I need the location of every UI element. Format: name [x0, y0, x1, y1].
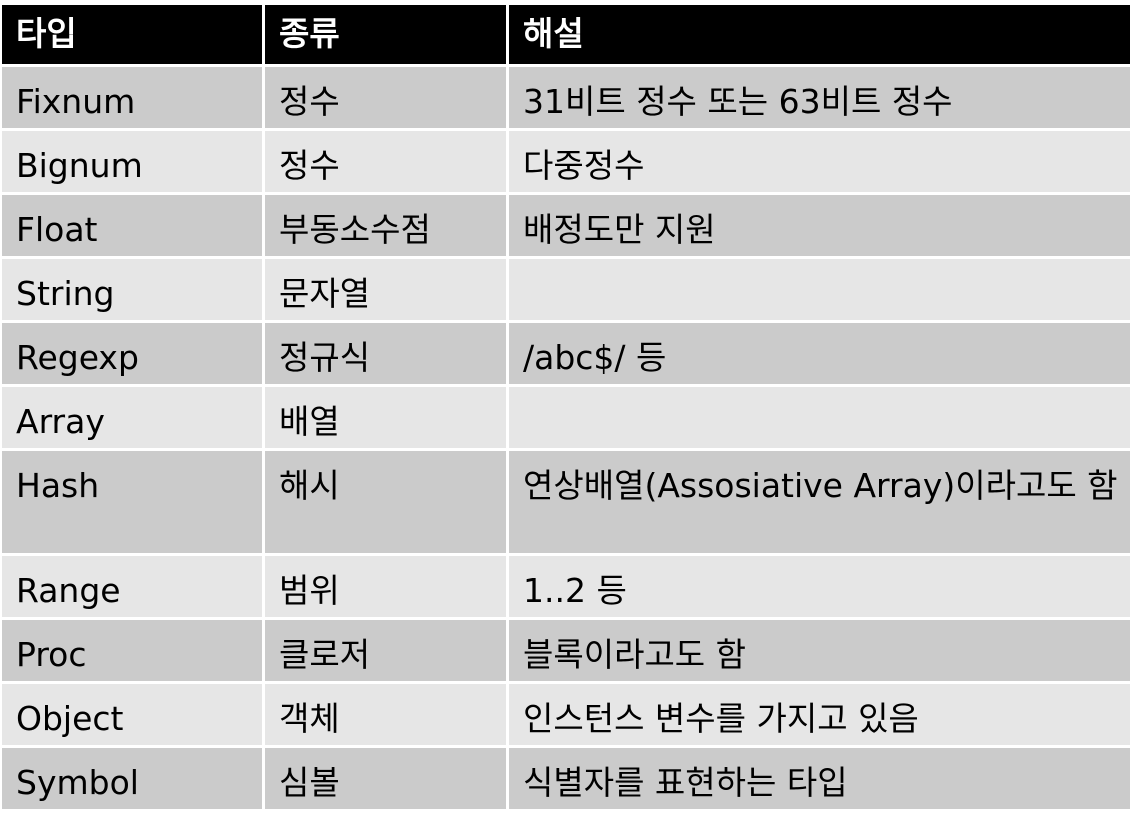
- header-kind: 종류: [265, 5, 509, 67]
- table-row: Symbol 심볼 식별자를 표현하는 타입: [2, 748, 1130, 812]
- cell-description: /abc$/ 등: [509, 323, 1130, 387]
- cell-type: Regexp: [2, 323, 265, 387]
- cell-description: 배정도만 지원: [509, 195, 1130, 259]
- cell-description: 1..2 등: [509, 556, 1130, 620]
- cell-type: Bignum: [2, 131, 265, 195]
- cell-type: Hash: [2, 451, 265, 556]
- header-description: 해설: [509, 5, 1130, 67]
- table-row: Range 범위 1..2 등: [2, 556, 1130, 620]
- ruby-types-table: 타입 종류 해설 Fixnum 정수 31비트 정수 또는 63비트 정수 Bi…: [2, 5, 1130, 812]
- cell-type: Array: [2, 387, 265, 451]
- cell-description: 다중정수: [509, 131, 1130, 195]
- cell-kind: 배열: [265, 387, 509, 451]
- cell-kind: 범위: [265, 556, 509, 620]
- cell-description: [509, 259, 1130, 323]
- cell-kind: 부동소수점: [265, 195, 509, 259]
- table-row: Object 객체 인스턴스 변수를 가지고 있음: [2, 684, 1130, 748]
- cell-type: Object: [2, 684, 265, 748]
- cell-description: 31비트 정수 또는 63비트 정수: [509, 67, 1130, 131]
- cell-type: String: [2, 259, 265, 323]
- table-body: Fixnum 정수 31비트 정수 또는 63비트 정수 Bignum 정수 다…: [2, 67, 1130, 812]
- cell-kind: 정수: [265, 67, 509, 131]
- table-row: String 문자열: [2, 259, 1130, 323]
- cell-description: 인스턴스 변수를 가지고 있음: [509, 684, 1130, 748]
- cell-kind: 정규식: [265, 323, 509, 387]
- cell-type: Symbol: [2, 748, 265, 812]
- cell-description: [509, 387, 1130, 451]
- cell-description: 식별자를 표현하는 타입: [509, 748, 1130, 812]
- cell-description: 블록이라고도 함: [509, 620, 1130, 684]
- table-row: Float 부동소수점 배정도만 지원: [2, 195, 1130, 259]
- cell-kind: 해시: [265, 451, 509, 556]
- cell-type: Range: [2, 556, 265, 620]
- cell-type: Float: [2, 195, 265, 259]
- table-row: Array 배열: [2, 387, 1130, 451]
- table-header: 타입 종류 해설: [2, 5, 1130, 67]
- table-row: Regexp 정규식 /abc$/ 등: [2, 323, 1130, 387]
- table-row: Hash 해시 연상배열(Assosiative Array)이라고도 함: [2, 451, 1130, 556]
- cell-kind: 객체: [265, 684, 509, 748]
- cell-type: Fixnum: [2, 67, 265, 131]
- header-row: 타입 종류 해설: [2, 5, 1130, 67]
- cell-kind: 클로저: [265, 620, 509, 684]
- cell-kind: 정수: [265, 131, 509, 195]
- cell-type: Proc: [2, 620, 265, 684]
- table-row: Fixnum 정수 31비트 정수 또는 63비트 정수: [2, 67, 1130, 131]
- table-row: Bignum 정수 다중정수: [2, 131, 1130, 195]
- cell-kind: 심볼: [265, 748, 509, 812]
- header-type: 타입: [2, 5, 265, 67]
- cell-kind: 문자열: [265, 259, 509, 323]
- table-row: Proc 클로저 블록이라고도 함: [2, 620, 1130, 684]
- cell-description: 연상배열(Assosiative Array)이라고도 함: [509, 451, 1130, 556]
